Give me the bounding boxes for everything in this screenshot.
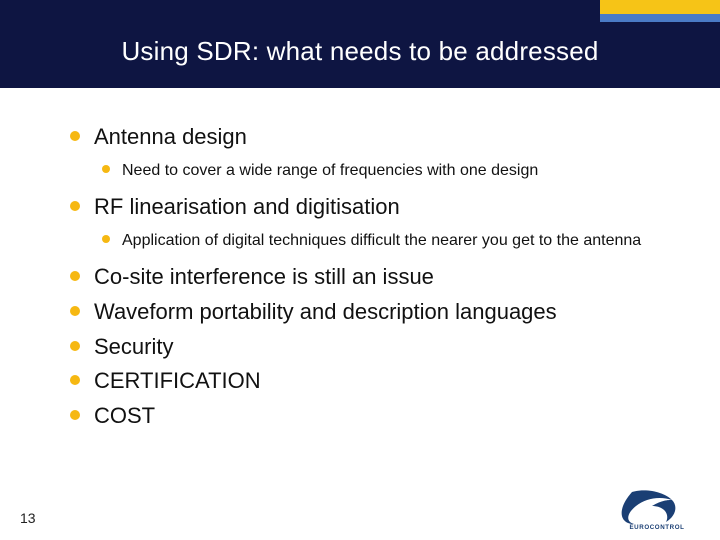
list-item-text: RF linearisation and digitisation [94,194,400,219]
list-item-text: Antenna design [94,124,247,149]
list-item: Security [64,333,670,362]
slide: Using SDR: what needs to be addressed An… [0,0,720,540]
list-item: RF linearisation and digitisation Applic… [64,193,670,251]
content-area: Antenna design Need to cover a wide rang… [64,123,670,438]
list-item: Co-site interference is still an issue [64,263,670,292]
list-item-text: Waveform portability and description lan… [94,299,557,324]
slide-title: Using SDR: what needs to be addressed [0,36,720,67]
page-number: 13 [20,510,36,526]
list-item: COST [64,402,670,431]
list-item: CERTIFICATION [64,367,670,396]
list-item-text: Co-site interference is still an issue [94,264,434,289]
sub-list-item: Application of digital techniques diffic… [94,230,670,252]
logo-mark-icon [622,490,676,524]
header-accent [600,0,720,22]
sub-list-item-text: Application of digital techniques diffic… [122,232,641,249]
accent-yellow-stripe [600,0,720,14]
list-item-text: Security [94,334,173,359]
accent-blue-stripe [600,14,720,22]
header-bar: Using SDR: what needs to be addressed [0,0,720,88]
list-item: Waveform portability and description lan… [64,298,670,327]
logo-svg: EUROCONTROL [612,486,702,530]
sub-list: Application of digital techniques diffic… [94,230,670,252]
eurocontrol-logo: EUROCONTROL [612,486,702,530]
sub-list-item: Need to cover a wide range of frequencie… [94,160,670,182]
list-item: Antenna design Need to cover a wide rang… [64,123,670,181]
bullet-list: Antenna design Need to cover a wide rang… [64,123,670,430]
logo-text: EUROCONTROL [629,524,684,530]
list-item-text: CERTIFICATION [94,368,261,393]
sub-list-item-text: Need to cover a wide range of frequencie… [122,162,538,179]
list-item-text: COST [94,403,155,428]
sub-list: Need to cover a wide range of frequencie… [94,160,670,182]
